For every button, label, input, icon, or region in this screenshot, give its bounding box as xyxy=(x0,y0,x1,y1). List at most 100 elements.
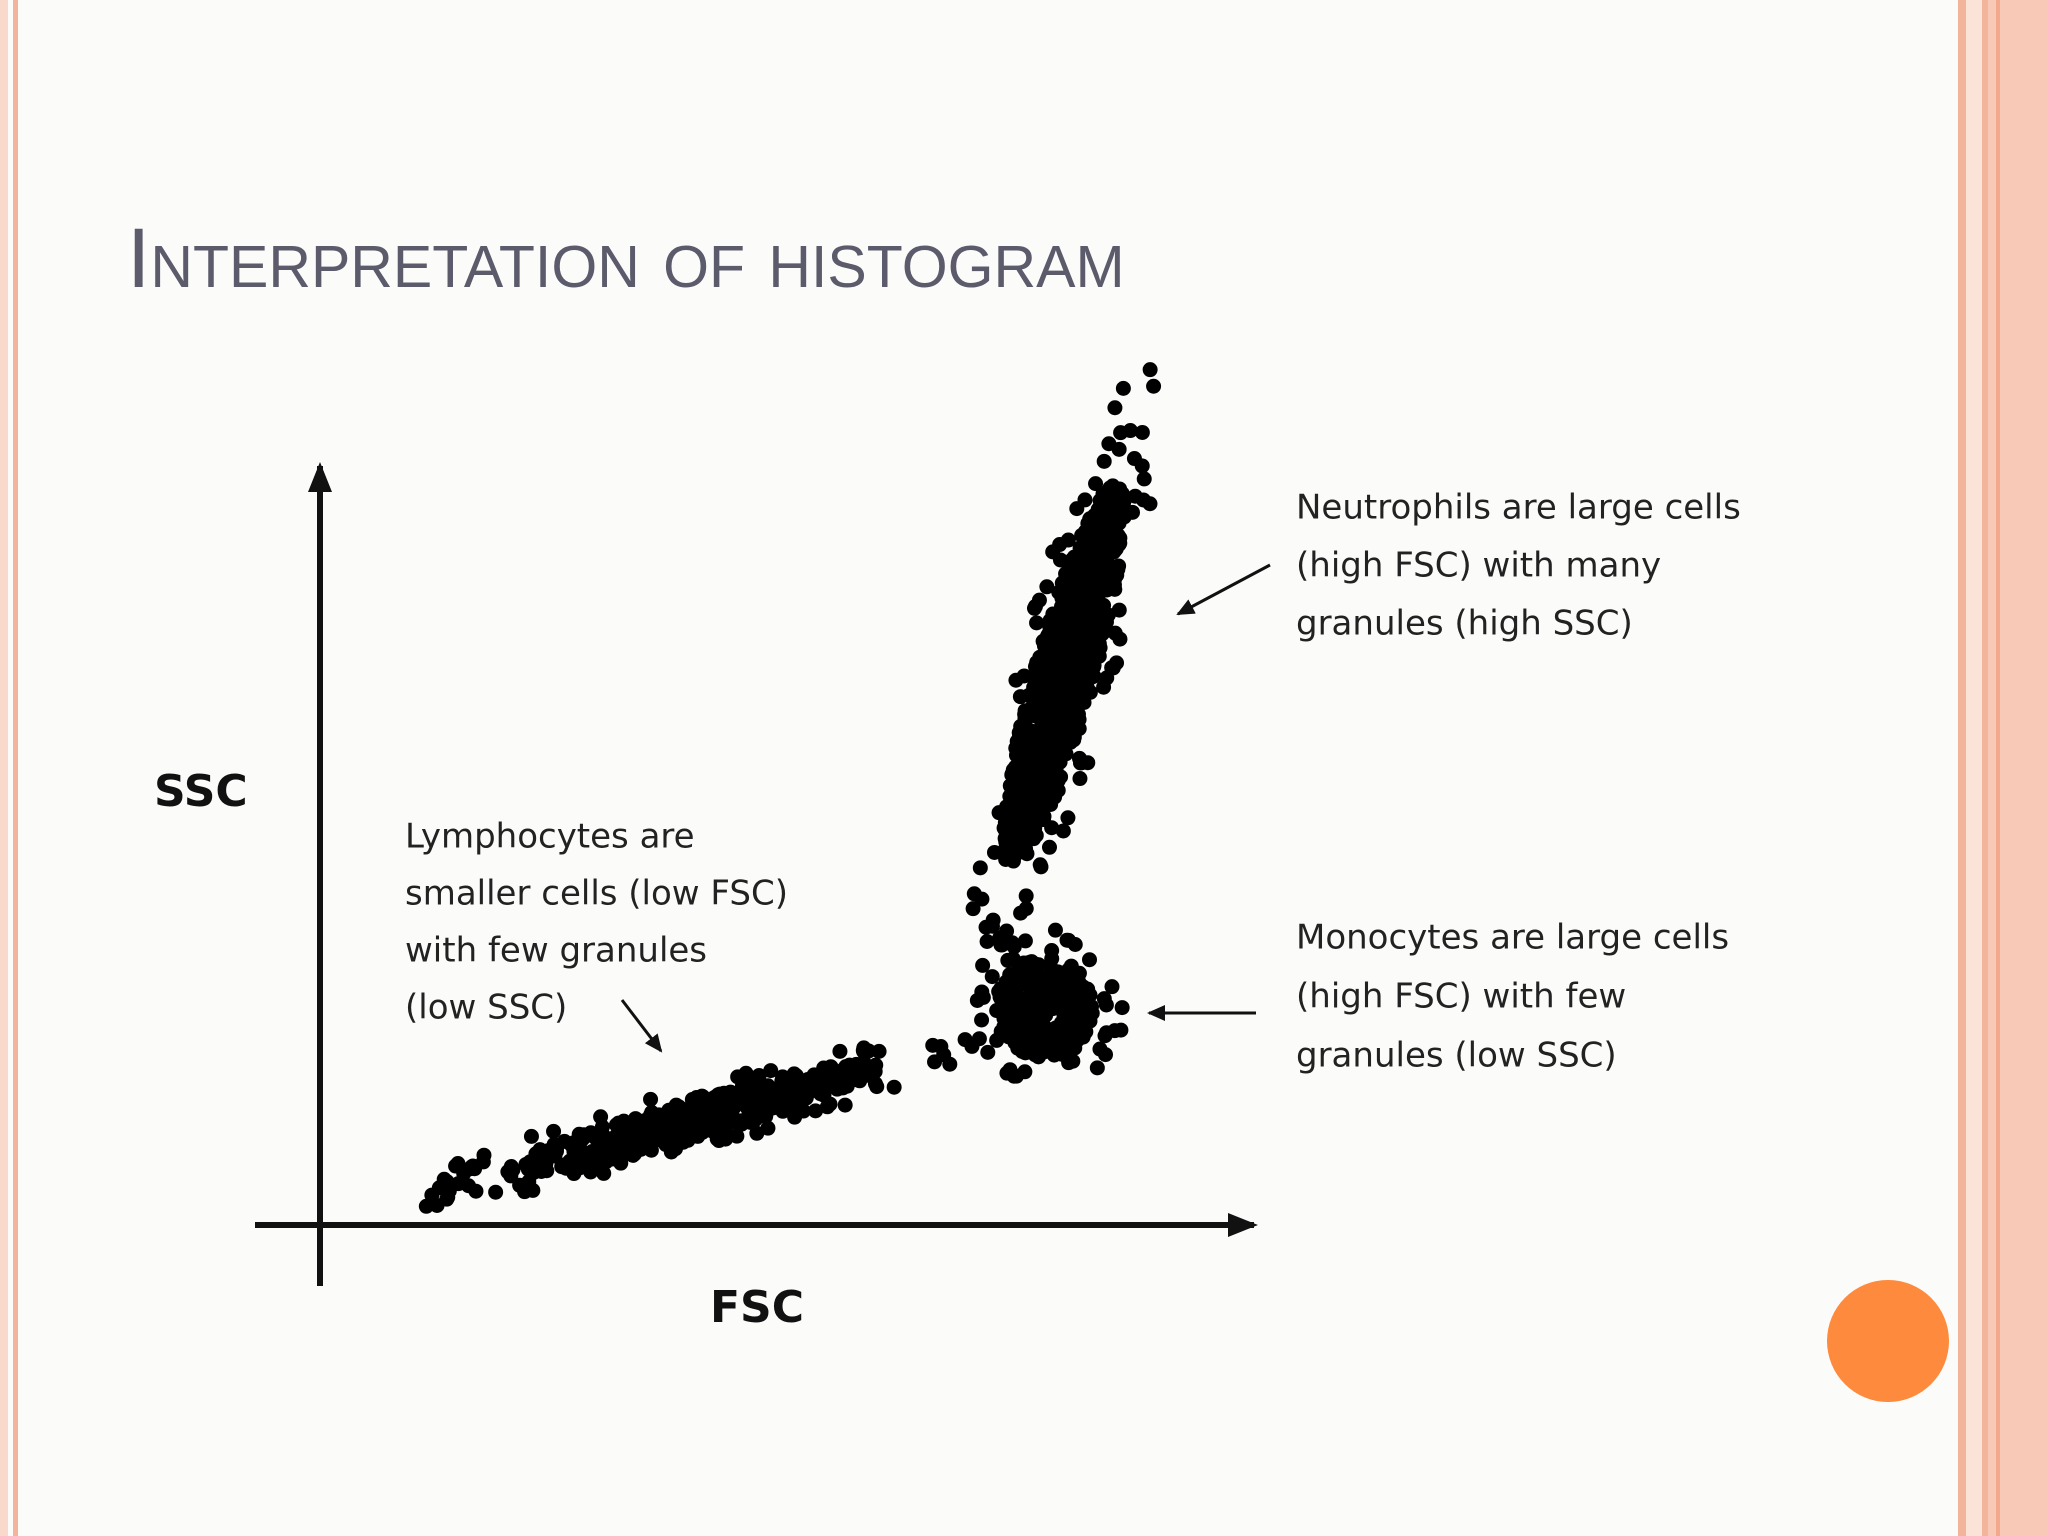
dot xyxy=(984,969,1000,985)
dot xyxy=(979,934,995,950)
dot xyxy=(1014,970,1030,986)
annotation-line: granules (low SSC) xyxy=(1296,1036,1617,1076)
dot xyxy=(774,1079,790,1095)
dot xyxy=(461,1178,477,1194)
dot xyxy=(978,919,994,935)
dot xyxy=(613,1155,629,1171)
dot xyxy=(965,901,981,917)
dot xyxy=(1013,824,1029,840)
dot xyxy=(1000,952,1016,968)
dot xyxy=(1022,730,1038,746)
dot xyxy=(1097,1028,1113,1044)
dot xyxy=(1089,1060,1105,1076)
dot xyxy=(1052,611,1068,627)
dot xyxy=(1109,484,1125,500)
dot xyxy=(1032,857,1048,873)
dot xyxy=(815,1075,831,1091)
dot xyxy=(1029,683,1045,699)
dot xyxy=(678,1111,694,1127)
dot xyxy=(593,1109,609,1125)
left-border xyxy=(0,0,8,1536)
dot xyxy=(1015,1023,1031,1039)
dot xyxy=(424,1187,440,1203)
dot xyxy=(835,1080,851,1096)
dot xyxy=(1018,888,1034,904)
dot xyxy=(475,1154,491,1170)
right-border-stripe xyxy=(1982,0,1988,1536)
right-border-stripe xyxy=(1996,0,2000,1536)
scatter-diagram: SSC FSC xyxy=(154,362,1271,1333)
dot xyxy=(1104,660,1120,676)
dot xyxy=(1032,649,1048,665)
dot xyxy=(753,1086,769,1102)
annotation-line: Neutrophils are large cells xyxy=(1296,488,1741,528)
dot xyxy=(1114,1000,1130,1016)
dot xyxy=(998,1000,1014,1016)
dot xyxy=(1002,1062,1018,1078)
dot xyxy=(722,1084,738,1100)
dot xyxy=(554,1159,570,1175)
dot xyxy=(1028,967,1044,983)
arrow xyxy=(620,999,663,1053)
dot xyxy=(730,1069,746,1085)
dot xyxy=(1072,771,1088,787)
dot xyxy=(642,1107,658,1123)
dot xyxy=(1049,658,1065,674)
dot xyxy=(964,1038,980,1054)
dot xyxy=(1012,689,1028,705)
dot xyxy=(1003,989,1019,1005)
right-border-stripe xyxy=(1958,0,1966,1536)
dot xyxy=(1125,504,1141,520)
dot xyxy=(1115,380,1131,396)
dot xyxy=(638,1127,654,1143)
dot xyxy=(583,1125,599,1141)
dot xyxy=(1066,611,1082,627)
dot xyxy=(1063,680,1079,696)
dot xyxy=(503,1168,519,1184)
dot xyxy=(1019,846,1035,862)
dot xyxy=(1142,496,1158,512)
dot xyxy=(1095,511,1111,527)
dot xyxy=(1026,830,1042,846)
dot xyxy=(528,1146,544,1162)
dot xyxy=(1047,922,1063,938)
dot xyxy=(439,1174,455,1190)
annotation-line: granules (high SSC) xyxy=(1296,604,1633,644)
dot xyxy=(1063,582,1079,598)
dot xyxy=(1031,665,1047,681)
y-axis-label: SSC xyxy=(154,766,248,817)
dot xyxy=(1142,362,1158,378)
dot xyxy=(1064,697,1080,713)
dot xyxy=(1028,956,1044,972)
dot xyxy=(628,1111,644,1127)
dot xyxy=(751,1067,767,1083)
dot xyxy=(986,844,1002,860)
dot xyxy=(1053,993,1069,1009)
dot xyxy=(1096,453,1112,469)
dot xyxy=(706,1089,722,1105)
dot xyxy=(760,1120,776,1136)
dot xyxy=(1068,969,1084,985)
dot xyxy=(525,1182,541,1198)
dot xyxy=(523,1128,539,1144)
dot xyxy=(1089,611,1105,627)
dot xyxy=(1146,378,1162,394)
dot xyxy=(1042,957,1058,973)
dot xyxy=(1044,942,1060,958)
dot xyxy=(1062,596,1078,612)
annotation-line: Lymphocytes are xyxy=(405,817,695,857)
dot xyxy=(1007,847,1023,863)
dot xyxy=(1077,492,1093,508)
dot xyxy=(1029,615,1045,631)
dot xyxy=(463,1161,479,1177)
dot xyxy=(1036,763,1052,779)
dot xyxy=(566,1135,582,1151)
dot xyxy=(528,1157,544,1173)
dot xyxy=(596,1165,612,1181)
dot xyxy=(1010,746,1026,762)
dot xyxy=(1024,700,1040,716)
dot xyxy=(925,1037,941,1053)
annotation-line: smaller cells (low FSC) xyxy=(405,874,788,914)
dot xyxy=(691,1108,707,1124)
